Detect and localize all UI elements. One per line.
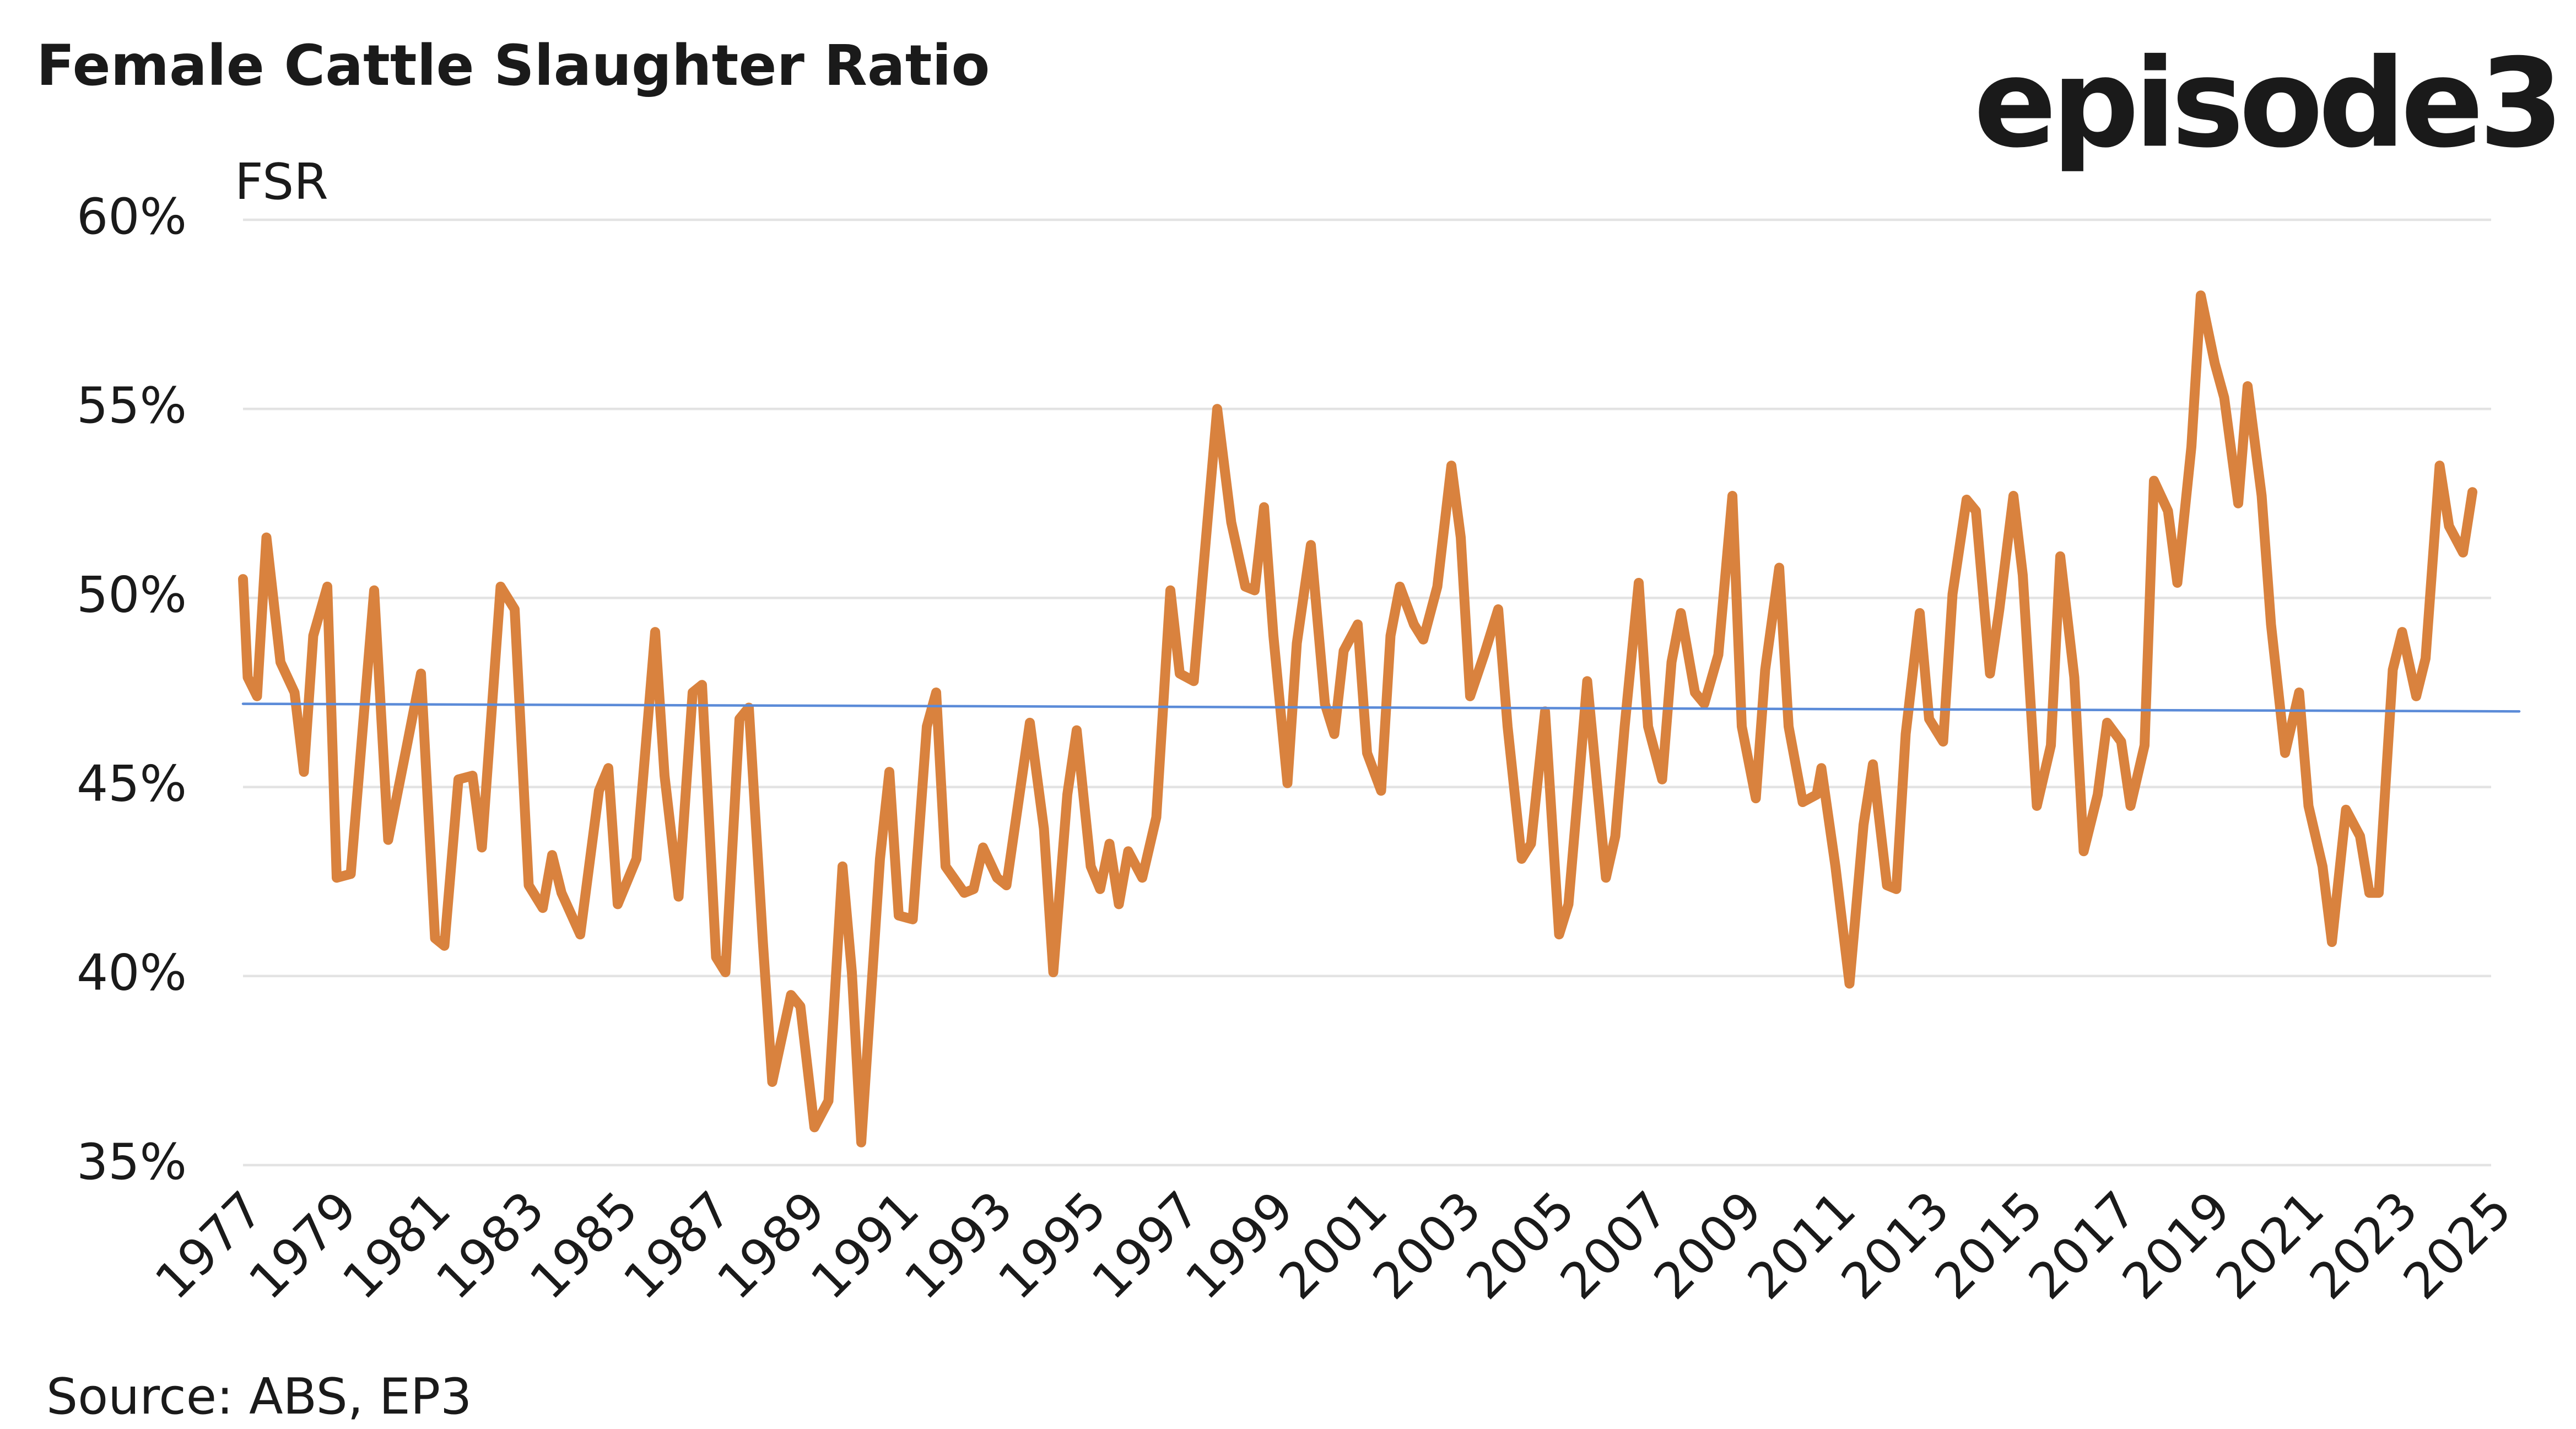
x-tick-label: 1997 <box>1081 1181 1211 1311</box>
y-tick-label: 55% <box>77 377 187 435</box>
y-tick-label: 40% <box>77 944 187 1002</box>
y-tick-label: 50% <box>77 566 187 624</box>
source: Source: ABS, EP3 <box>46 1368 472 1426</box>
x-tick-label: 1979 <box>238 1181 368 1311</box>
x-tick-label: 1991 <box>800 1181 930 1311</box>
y-tick-label: 45% <box>77 755 187 813</box>
x-tick-label: 1999 <box>1175 1181 1305 1311</box>
x-tick-label: 2003 <box>1362 1181 1492 1311</box>
y-tick-label: 35% <box>77 1133 187 1191</box>
x-tick-label: 1995 <box>987 1181 1117 1311</box>
x-tick-label: 2025 <box>2393 1181 2523 1311</box>
x-tick-label: 1983 <box>425 1181 555 1311</box>
x-tick-label: 2001 <box>1268 1181 1398 1311</box>
x-tick-label: 2013 <box>1830 1181 1961 1311</box>
x-tick-label: 2023 <box>2299 1181 2429 1311</box>
x-tick-label: 2019 <box>2111 1181 2242 1311</box>
x-tick-label: 2015 <box>1924 1181 2054 1311</box>
x-tick-label: 2017 <box>2018 1181 2148 1311</box>
x-tick-label: 1977 <box>144 1181 274 1311</box>
x-tick-label: 1989 <box>706 1181 836 1311</box>
x-tick-label: 2005 <box>1456 1181 1586 1311</box>
y-tick-label: 60% <box>77 188 187 246</box>
x-tick-label: 2021 <box>2205 1181 2335 1311</box>
x-tick-label: 1981 <box>332 1181 462 1311</box>
x-tick-label: 1985 <box>519 1181 649 1311</box>
reference-line <box>241 702 2521 713</box>
data-line <box>238 290 2478 1147</box>
x-tick-label: 1993 <box>894 1181 1024 1311</box>
x-tick-label: 2009 <box>1643 1181 1773 1311</box>
logo: episode3 <box>1974 33 2559 175</box>
x-tick-label: 1987 <box>613 1181 743 1311</box>
x-tick-label: 2007 <box>1549 1181 1679 1311</box>
chart-title: Female Cattle Slaughter Ratio <box>36 33 990 99</box>
y-axis-label: FSR <box>235 153 328 211</box>
x-tick-label: 2011 <box>1737 1181 1867 1311</box>
